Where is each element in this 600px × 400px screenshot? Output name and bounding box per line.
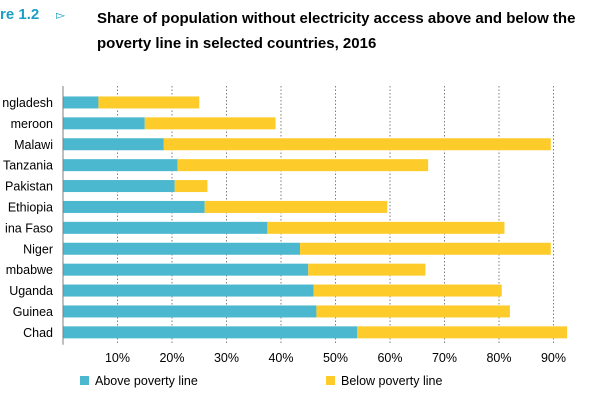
category-label: Tanzania — [3, 159, 53, 173]
x-tick-label: 30% — [214, 351, 239, 365]
bar-above — [63, 200, 205, 213]
x-tick-label: 60% — [377, 351, 402, 365]
figure-number: re 1.2 — [0, 6, 40, 23]
bar-below — [98, 96, 200, 109]
x-tick-label: 80% — [486, 351, 511, 365]
category-label: Guinea — [13, 305, 53, 319]
category-labels: ngladesh meroon Malawi Tanzania Pakistan Ethi… — [2, 96, 53, 340]
legend-swatch — [80, 376, 89, 385]
bar-below — [313, 284, 502, 297]
bar-above — [63, 305, 317, 318]
bar-below — [308, 263, 426, 276]
bar-below — [204, 200, 388, 213]
x-tick-label: 50% — [323, 351, 348, 365]
bar-below — [144, 117, 276, 130]
bar-above — [63, 284, 314, 297]
bar-group — [63, 96, 568, 339]
category-label: Chad — [23, 326, 53, 340]
bar-above — [63, 180, 175, 193]
category-label: Ethiopia — [8, 200, 53, 214]
x-tick-label: 70% — [432, 351, 457, 365]
bar-below — [300, 242, 551, 255]
category-label: Niger — [23, 242, 53, 256]
bar-above — [63, 96, 99, 109]
bar-above — [63, 159, 178, 172]
bar-above — [63, 326, 358, 339]
legend: Above poverty line Below poverty line — [80, 374, 442, 388]
x-tick-label: 40% — [268, 351, 293, 365]
x-tick-label: 20% — [159, 351, 184, 365]
legend-label: Below poverty line — [341, 374, 442, 388]
bar-above — [63, 221, 268, 234]
bar-above — [63, 263, 309, 276]
x-tick-label: 10% — [105, 351, 130, 365]
legend-label: Above poverty line — [95, 374, 198, 388]
bar-below — [177, 159, 429, 172]
bar-below — [357, 326, 568, 339]
chart-title: Share of population without electricity … — [97, 10, 576, 52]
category-label: Malawi — [14, 138, 53, 152]
category-label: Uganda — [9, 284, 53, 298]
x-tick-label: 90% — [541, 351, 566, 365]
figure-arrow-icon: ▻ — [56, 8, 66, 22]
x-tick-labels: 10%20%30%40%50%60%70%80%90%1 — [105, 351, 566, 365]
category-label: meroon — [11, 117, 53, 131]
bar-above — [63, 242, 301, 255]
legend-swatch — [326, 376, 335, 385]
bar-above — [63, 117, 145, 130]
bar-below — [163, 138, 551, 151]
category-label: ngladesh — [2, 96, 53, 110]
category-label: Pakistan — [5, 180, 53, 194]
bar-below — [316, 305, 510, 318]
category-label: ina Faso — [5, 221, 53, 235]
category-label: mbabwe — [6, 263, 53, 277]
bar-above — [63, 138, 164, 151]
bar-below — [174, 180, 208, 193]
bar-below — [267, 221, 505, 234]
